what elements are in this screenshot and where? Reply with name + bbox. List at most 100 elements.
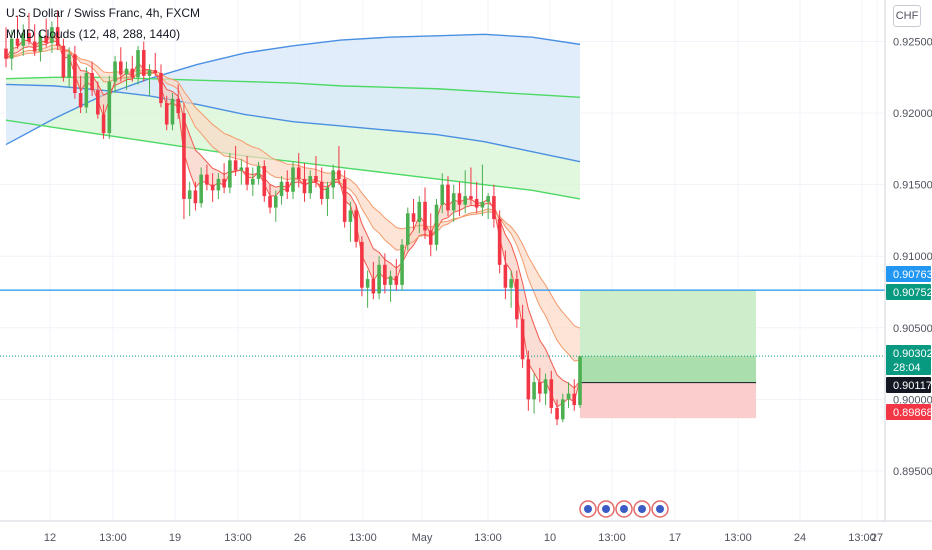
- x-tick-label: 13:00: [224, 532, 252, 544]
- position-current-profit: [580, 356, 756, 383]
- candle-body: [32, 41, 37, 52]
- candle-body: [497, 218, 502, 265]
- candle-body: [216, 178, 221, 191]
- candle-body: [222, 178, 226, 188]
- candle-body: [90, 72, 94, 91]
- candle-body: [147, 70, 152, 76]
- economic-event-flag-center: [620, 505, 628, 513]
- price-tag-bg: [886, 404, 931, 420]
- x-tick-label: 17: [669, 532, 681, 544]
- candles: [4, 10, 582, 426]
- x-tick-label: 26: [294, 532, 306, 544]
- candle-body: [124, 68, 129, 75]
- candle-body: [446, 184, 450, 211]
- candle-body: [434, 204, 439, 245]
- candle-body: [411, 213, 416, 222]
- position-stop-zone: [580, 382, 756, 419]
- candle-body: [205, 174, 209, 185]
- blue-cloud-lower-line: [5, 83, 581, 163]
- candle-body: [526, 359, 531, 400]
- x-tick-label: 10: [544, 532, 556, 544]
- candle-body: [394, 276, 399, 285]
- candle-body: [486, 196, 490, 202]
- candle-body: [417, 201, 422, 222]
- candle-body: [228, 160, 232, 188]
- candle-body: [572, 393, 577, 406]
- indicator-legend[interactable]: MMD Clouds (12, 48, 288, 1440): [6, 27, 181, 41]
- candle-body: [285, 181, 290, 192]
- price-tag-bg: [886, 359, 931, 375]
- candle-body: [503, 264, 508, 288]
- candle-body: [365, 279, 370, 288]
- candle-body: [73, 54, 77, 94]
- y-tick-label: 0.90500: [893, 323, 932, 335]
- x-tick-label: May: [412, 532, 433, 544]
- candle-body: [107, 81, 112, 134]
- candle-body: [273, 196, 278, 208]
- candle-body: [55, 27, 60, 46]
- candle-body: [78, 93, 83, 108]
- candle-body: [182, 113, 186, 199]
- candle-body: [239, 167, 244, 171]
- candle-body: [159, 72, 163, 104]
- currency-button[interactable]: CHF: [893, 5, 921, 27]
- economic-event-flag-center: [656, 505, 664, 513]
- y-tick-label: 0.92000: [893, 108, 932, 120]
- price-tag: 0.90117: [886, 377, 932, 393]
- candle-body: [308, 176, 313, 194]
- candle-body: [348, 210, 353, 222]
- y-tick-label: 0.90000: [893, 394, 932, 406]
- candle-body: [21, 32, 26, 46]
- price-tag-bg: [886, 377, 931, 393]
- candle-body: [578, 356, 582, 406]
- price-tag-label: 0.90117: [893, 380, 932, 392]
- candle-body: [560, 399, 565, 420]
- candle-body: [38, 35, 43, 52]
- symbol-title[interactable]: U.S. Dollar / Swiss Franc, 4h, FXCM: [6, 6, 201, 20]
- candle-body: [193, 190, 198, 204]
- x-tick-label: 13:00: [848, 532, 876, 544]
- candle-body: [256, 166, 261, 179]
- price-tag-label: 0.90752: [893, 287, 932, 299]
- x-tick-label: 24: [794, 532, 806, 544]
- candle-body: [319, 181, 324, 199]
- candle-body: [314, 176, 318, 182]
- price-tag-label: 0.90763: [893, 269, 932, 281]
- price-tag: 0.90302: [886, 345, 932, 361]
- candle-body: [383, 264, 387, 285]
- candle-body: [187, 190, 192, 199]
- candle-body: [474, 198, 479, 208]
- candle-body: [520, 319, 525, 360]
- candle-body: [61, 45, 66, 78]
- price-tag-bg: [886, 284, 931, 300]
- price-tag: 0.89868: [886, 404, 932, 420]
- candle-body: [67, 54, 71, 78]
- candle-body: [233, 160, 238, 171]
- candle-body: [400, 244, 404, 285]
- x-tick-label: 13:00: [598, 532, 626, 544]
- candle-body: [113, 61, 117, 82]
- candle-body: [337, 170, 341, 179]
- candle-body: [302, 178, 307, 194]
- y-tick-label: 0.91500: [893, 180, 932, 192]
- candle-body: [44, 35, 48, 43]
- candle-body: [440, 184, 445, 205]
- price-tag: 0.90752: [886, 284, 932, 300]
- x-tick-label: 27: [871, 532, 883, 544]
- candle-body: [342, 178, 347, 222]
- x-tick-label: 19: [169, 532, 181, 544]
- candle-body: [388, 276, 393, 285]
- candle-body: [119, 61, 123, 75]
- candle-body: [291, 167, 295, 192]
- candle-body: [164, 103, 169, 125]
- price-tag: 28:04: [886, 359, 931, 375]
- candle-body: [509, 279, 513, 288]
- x-tick-label: 13:00: [349, 532, 377, 544]
- candle-body: [153, 70, 158, 73]
- candle-body: [515, 279, 519, 320]
- y-tick-label: 0.89500: [893, 466, 932, 478]
- candle-body: [532, 382, 536, 400]
- candle-body: [268, 196, 272, 208]
